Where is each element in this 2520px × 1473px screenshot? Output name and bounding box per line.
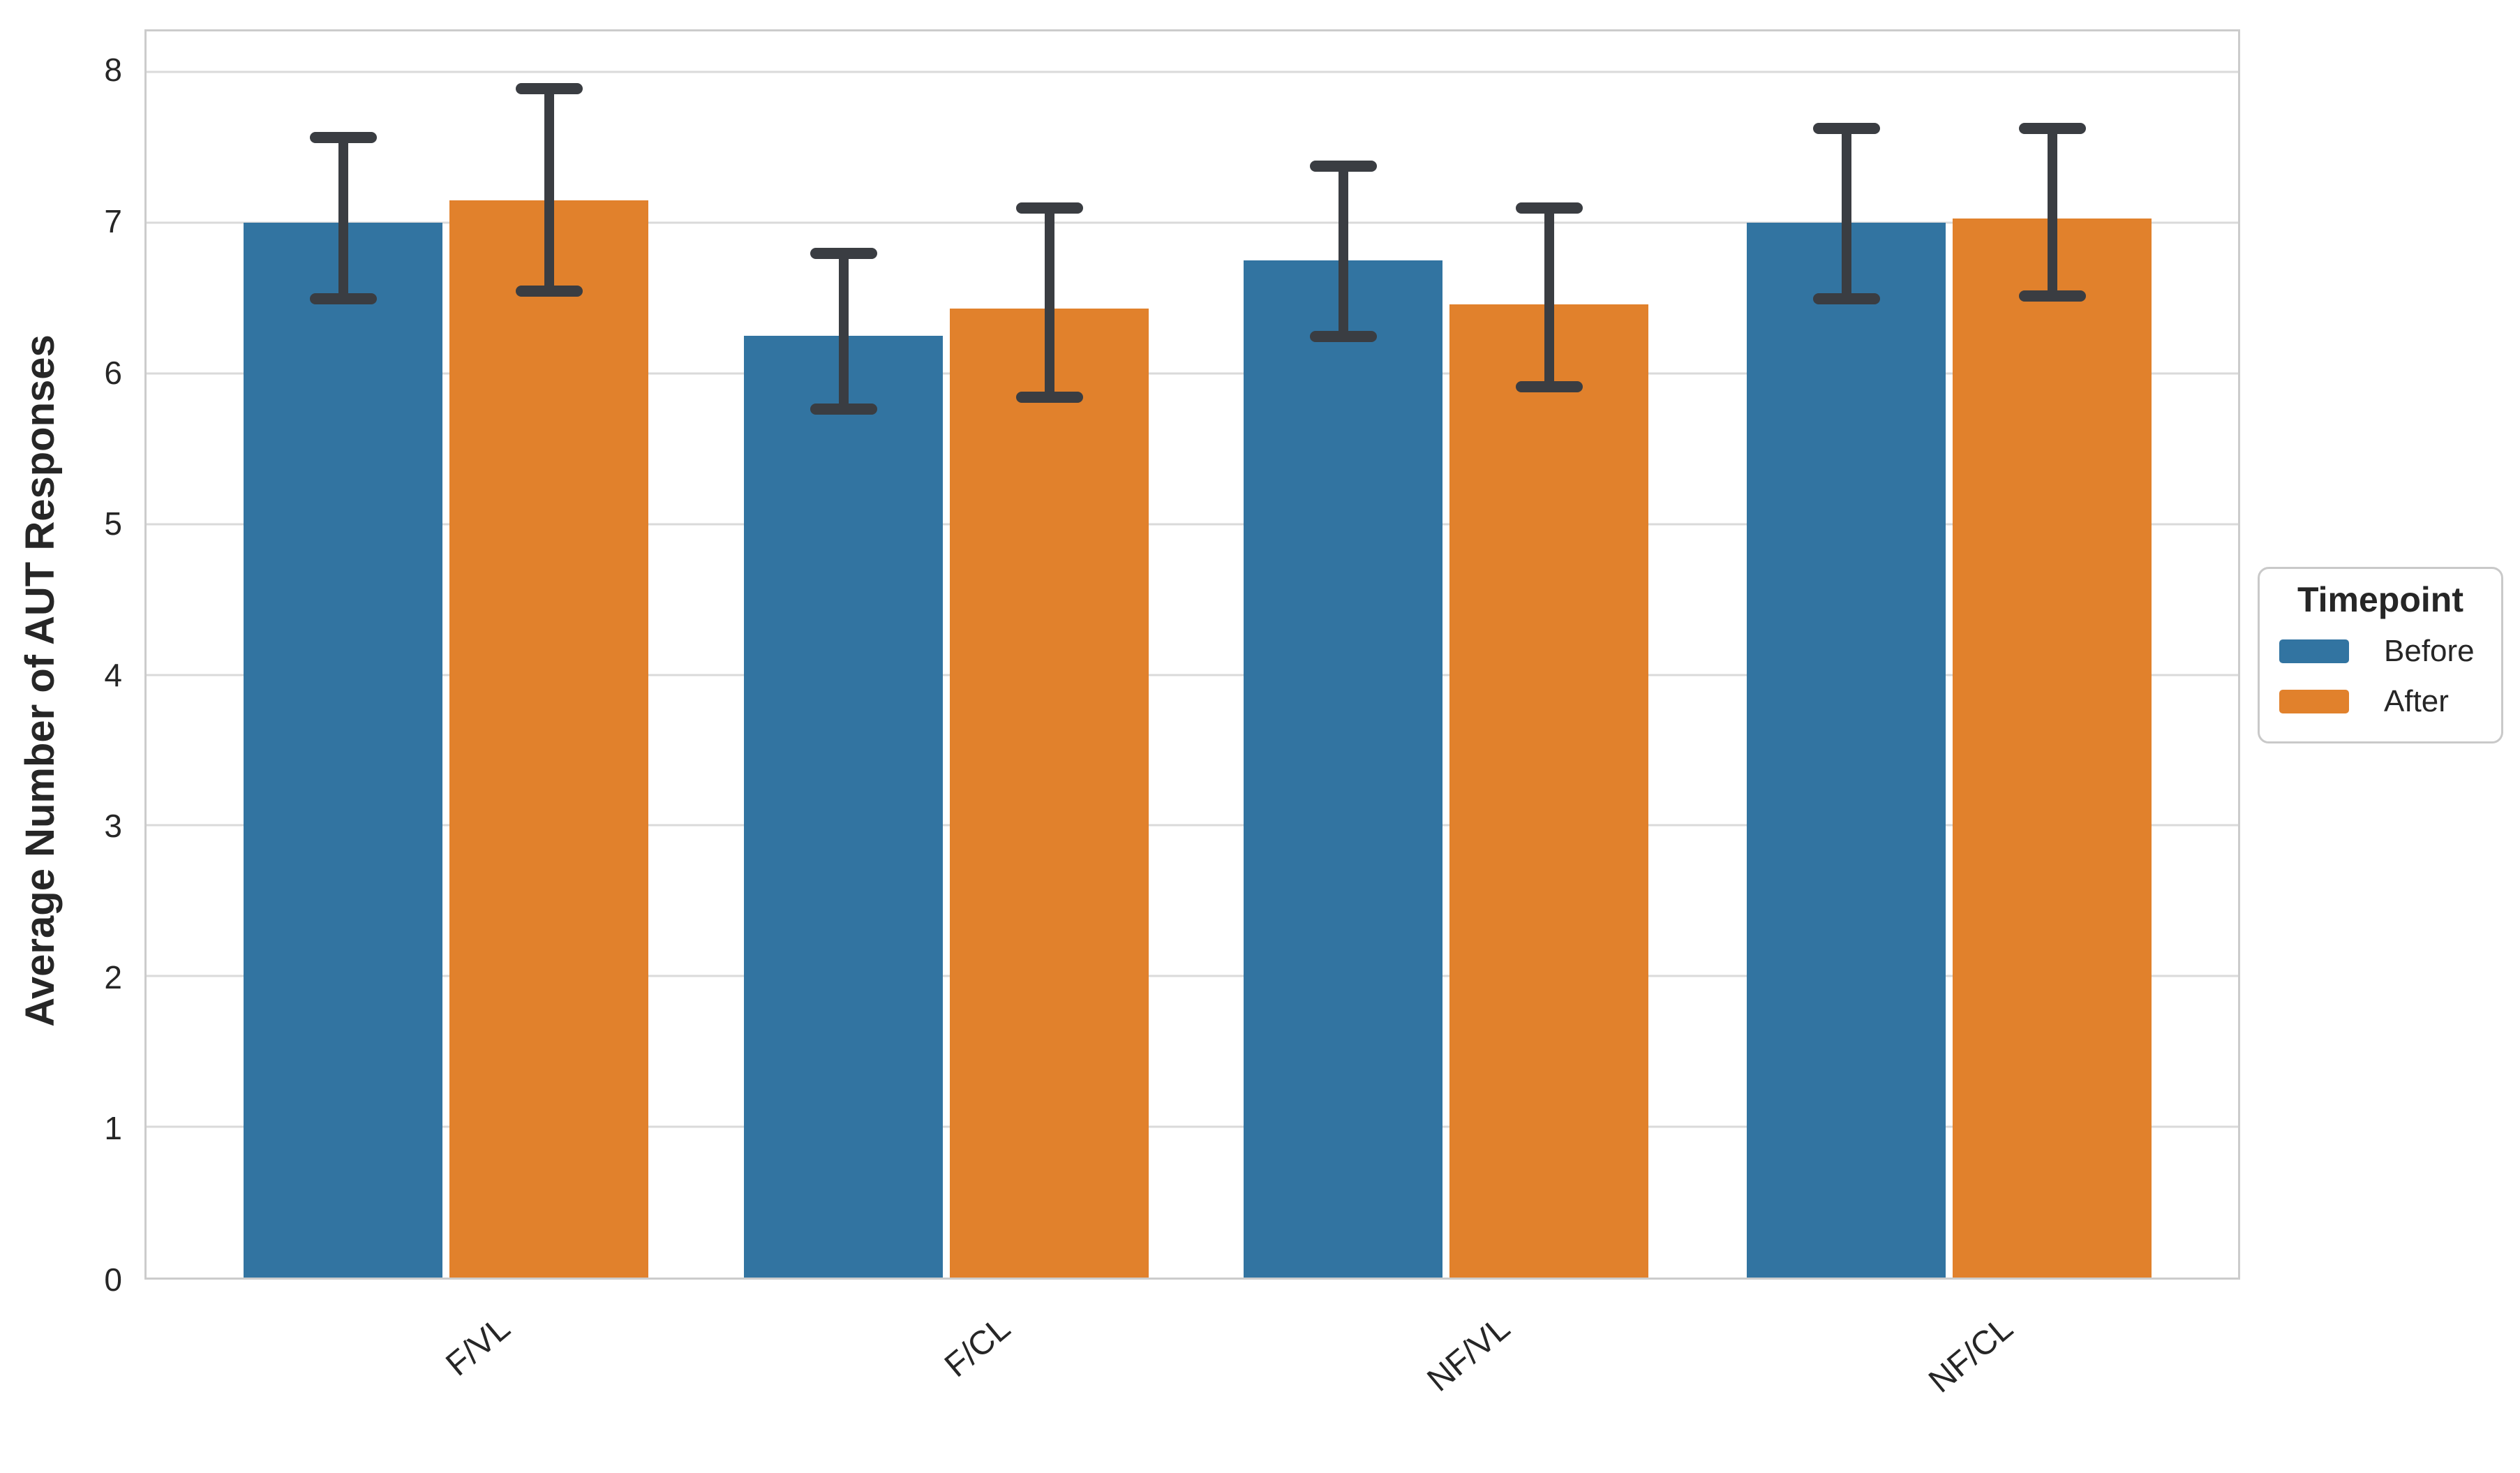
gridline xyxy=(147,824,2238,827)
y-tick-label: 0 xyxy=(104,1261,122,1298)
error-bar-cap xyxy=(1515,202,1583,214)
legend: Timepoint Before After xyxy=(2258,567,2503,743)
gridline xyxy=(147,674,2238,676)
x-tick-label: NF/CL xyxy=(1922,1309,2020,1400)
bar-after xyxy=(449,200,648,1278)
bar-before xyxy=(244,223,442,1278)
bar-after xyxy=(1449,304,1648,1278)
error-bar-cap xyxy=(309,293,377,305)
y-tick-label: 6 xyxy=(104,354,122,391)
y-tick-label: 3 xyxy=(104,808,122,845)
gridline xyxy=(147,71,2238,73)
y-tick-label: 2 xyxy=(104,958,122,995)
error-bar-line xyxy=(2047,128,2057,296)
x-tick-label: F/CL xyxy=(937,1309,1017,1385)
error-bar-cap xyxy=(309,131,377,143)
error-bar-cap xyxy=(1015,202,1083,214)
error-bar-cap xyxy=(810,404,877,415)
error-bar-line xyxy=(338,137,348,299)
error-bar-cap xyxy=(1015,392,1083,404)
legend-swatch-after xyxy=(2279,690,2349,713)
bar-before xyxy=(744,336,943,1278)
y-tick-label: 4 xyxy=(104,656,122,693)
error-bar-cap xyxy=(1812,293,1880,305)
error-bar-line xyxy=(1338,165,1348,337)
gridline xyxy=(147,1125,2238,1128)
y-tick-label: 1 xyxy=(104,1110,122,1147)
gridline xyxy=(147,975,2238,977)
legend-item: After xyxy=(2276,686,2484,717)
bar-after xyxy=(950,309,1149,1278)
legend-label: After xyxy=(2384,684,2449,718)
error-bar-line xyxy=(1841,128,1851,299)
error-bar-line xyxy=(838,253,849,410)
error-bar-line xyxy=(544,89,554,292)
legend-item: Before xyxy=(2276,636,2484,667)
bar-before xyxy=(1747,223,1946,1278)
bar-after xyxy=(1953,218,2152,1278)
error-bar-line xyxy=(1044,208,1054,398)
legend-label: Before xyxy=(2384,634,2475,668)
x-tick-label: NF/VL xyxy=(1420,1309,1517,1399)
plot-area xyxy=(144,29,2240,1280)
gridline xyxy=(147,221,2238,224)
error-bar-cap xyxy=(1309,331,1377,343)
error-bar-cap xyxy=(515,286,583,297)
error-bar-cap xyxy=(2018,122,2086,134)
error-bar-cap xyxy=(2018,290,2086,302)
legend-title: Timepoint xyxy=(2297,580,2463,619)
x-tick-label: F/VL xyxy=(438,1309,517,1384)
error-bar-cap xyxy=(1515,380,1583,392)
gridline xyxy=(147,372,2238,375)
legend-rows: Before After xyxy=(2276,636,2484,717)
y-tick-label: 7 xyxy=(104,203,122,240)
y-tick-label: 8 xyxy=(104,52,122,89)
gridline xyxy=(147,523,2238,526)
y-tick-label: 5 xyxy=(104,505,122,542)
error-bar-cap xyxy=(1309,160,1377,172)
error-bar-cap xyxy=(1812,122,1880,134)
bar-before xyxy=(1244,260,1442,1278)
error-bar-line xyxy=(1544,208,1554,387)
error-bar-cap xyxy=(810,248,877,260)
legend-swatch-before xyxy=(2279,639,2349,663)
error-bar-cap xyxy=(515,83,583,95)
